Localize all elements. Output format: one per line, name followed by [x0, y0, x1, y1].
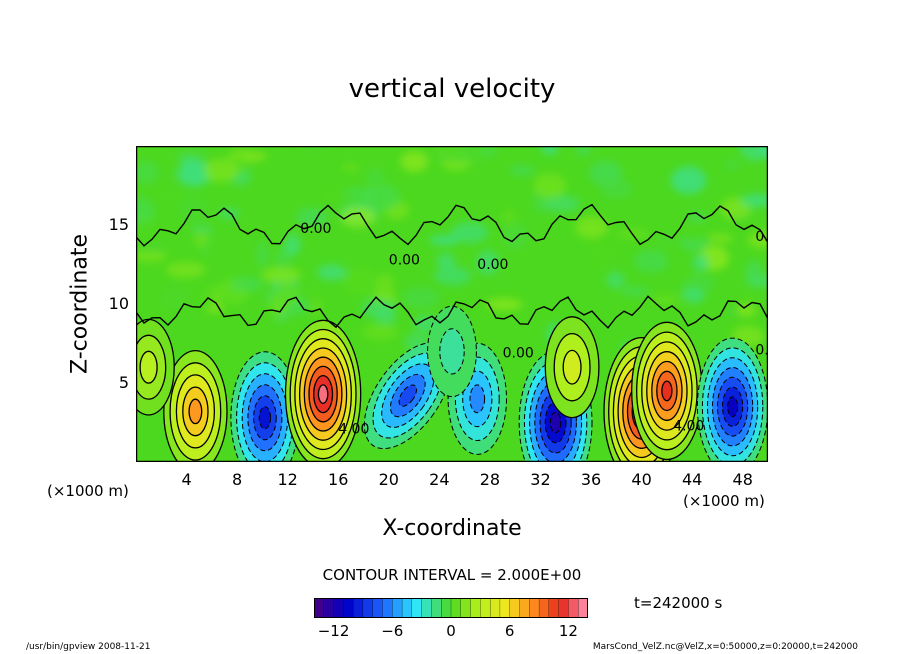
anomaly-cell	[696, 337, 768, 462]
x-tick-label: 40	[631, 470, 652, 489]
plot-border	[136, 146, 768, 462]
colorbar-segment	[509, 598, 520, 618]
colorbar-segment	[323, 598, 335, 618]
colorbar	[314, 598, 588, 618]
contour-label: 0.00	[755, 229, 768, 245]
colorbar-segment	[441, 598, 452, 618]
anomaly-cell	[544, 316, 600, 419]
z-unit-label: (×1000 m)	[47, 482, 129, 500]
anomaly-cell	[284, 319, 362, 462]
colorbar-tick-label: 6	[504, 622, 515, 640]
contour-label-group: 0.00 0.00 0.00 0.00 0.00 0.00 4.00 4.00	[300, 221, 768, 438]
colorbar-segment	[352, 598, 364, 618]
x-tick-label: 12	[277, 470, 298, 489]
y-tick-label: 15	[108, 215, 129, 234]
footer-program: /usr/bin/gpview 2008-11-21	[26, 642, 151, 652]
colorbar-segment	[470, 598, 481, 618]
colorbar-segment	[372, 598, 383, 618]
upper-noise-field	[136, 146, 768, 358]
colorbar-segment	[499, 598, 511, 618]
colorbar-segment	[421, 598, 432, 618]
x-tick-label: 20	[378, 470, 399, 489]
colorbar-segment	[548, 598, 560, 618]
colorbar-segment	[529, 598, 540, 618]
colorbar-segment	[558, 598, 569, 618]
y-axis-label: Z-coordinate	[67, 234, 93, 374]
footer-source: MarsCond_VelZ.nc@VelZ,x=0:50000,z=0:2000…	[592, 642, 858, 652]
anomaly-cell	[363, 342, 452, 450]
anomaly-cell	[631, 321, 703, 461]
contour-label: 0.00	[389, 253, 420, 269]
contour-label: 0.00	[477, 257, 508, 273]
contour-plot: 0.00 0.00 0.00 0.00 0.00 0.00 4.00 4.00	[136, 146, 768, 462]
x-tick-label: 16	[328, 470, 349, 489]
contour-label: 0.00	[755, 343, 768, 359]
x-tick-label: 36	[580, 470, 602, 489]
x-tick-label: 28	[479, 470, 501, 489]
colorbar-segment	[343, 598, 354, 618]
colorbar-segment	[568, 598, 579, 618]
colorbar-tick-label: 0	[446, 622, 456, 640]
x-tick-label: 44	[681, 470, 703, 489]
anomaly-cell	[230, 351, 300, 462]
x-tick-label: 48	[732, 470, 753, 489]
colorbar-tick-label: −12	[317, 622, 350, 640]
colorbar-segment	[489, 598, 501, 618]
anomaly-blobs	[136, 305, 768, 462]
colorbar-segment	[538, 598, 550, 618]
zero-contour	[136, 295, 768, 329]
x-tick-label: 24	[429, 470, 450, 489]
contour-label: 4.00	[673, 418, 704, 434]
colorbar-segment	[333, 598, 344, 618]
colorbar-segment	[401, 598, 413, 618]
x-axis-label: X-coordinate	[382, 516, 522, 541]
contour-label: 0.00	[503, 346, 534, 362]
anomaly-cell	[427, 305, 477, 398]
x-unit-label: (×1000 m)	[683, 492, 765, 510]
colorbar-segment	[519, 598, 530, 618]
x-tick-label: 4	[181, 470, 192, 489]
x-tick-label: 8	[232, 470, 243, 489]
colorbar-segment	[362, 598, 374, 618]
colorbar-segment	[480, 598, 491, 618]
colorbar-segment	[411, 598, 423, 618]
y-tick-label: 5	[118, 373, 129, 392]
colorbar-segment	[431, 598, 442, 618]
contour-label: 4.00	[338, 422, 369, 438]
colorbar-segment	[314, 598, 325, 618]
colorbar-segment	[450, 598, 462, 618]
chart-title: vertical velocity	[348, 74, 556, 104]
colorbar-segment	[578, 598, 588, 618]
colorbar-tick-label: 12	[558, 622, 578, 640]
zero-contour-upper	[136, 203, 768, 247]
colorbar-tick-label: −6	[381, 622, 404, 640]
x-tick-label: 32	[530, 470, 551, 489]
contour-label: 0.00	[300, 221, 331, 237]
y-tick-label: 10	[108, 294, 129, 313]
time-stamp: t=242000 s	[634, 594, 723, 612]
colorbar-segment	[382, 598, 393, 618]
colorbar-segment	[460, 598, 472, 618]
contour-interval-text: CONTOUR INTERVAL = 2.000E+00	[322, 566, 582, 584]
anomaly-cell	[136, 318, 175, 416]
plot-area: 0.00 0.00 0.00 0.00 0.00 0.00 4.00 4.00	[136, 146, 768, 462]
contour-lines	[136, 203, 768, 329]
colorbar-segment	[392, 598, 403, 618]
anomaly-cell	[163, 349, 228, 462]
